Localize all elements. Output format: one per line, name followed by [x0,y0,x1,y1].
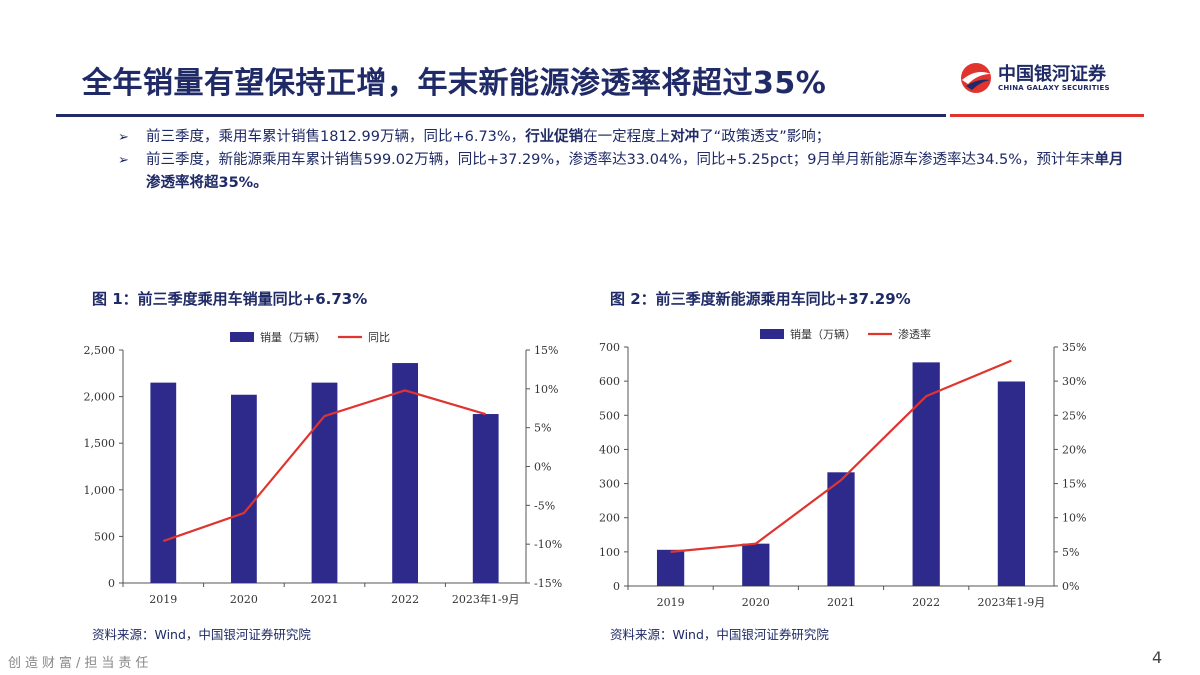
y-tick-label-left: 500 [599,409,620,422]
bar [912,362,940,586]
legend-swatch-bar [230,332,254,342]
y-tick-label-left: 1,500 [84,437,116,450]
y-tick-label-right: 20% [1062,443,1086,456]
y-tick-label-right: 30% [1062,375,1086,388]
figure-2-source: 资料来源：Wind，中国银河证券研究院 [610,627,829,642]
y-tick-label-right: 15% [1062,478,1086,491]
y-tick-label-right: 25% [1062,409,1086,422]
y-tick-label-right: 15% [534,344,558,357]
y-tick-label-right: 0% [534,461,551,474]
y-tick-label-right: 10% [534,383,558,396]
page-title: 全年销量有望保持正增，年末新能源渗透率将超过35% [82,66,827,101]
y-tick-label-left: 100 [599,546,620,559]
bullet-1-text-c: 了“政策透支”影响； [699,129,831,145]
header-rule-red [950,114,1144,117]
figure-2-title: 图 2：前三季度新能源乘用车同比+37.29% [610,290,911,308]
y-tick-label-left: 0 [613,580,620,593]
figure-1-source: 资料来源：Wind，中国银河证券研究院 [92,627,311,642]
y-tick-label-left: 2,000 [84,391,116,404]
bullet-1-text-b: 在一定程度上 [583,129,671,145]
bar [742,543,770,586]
y-tick-label-left: 400 [599,443,620,456]
y-tick-label-left: 0 [108,577,115,590]
x-tick-label: 2019 [657,596,685,609]
bar [392,363,418,583]
y-tick-label-right: -5% [534,499,555,512]
x-tick-label: 2021 [827,596,855,609]
y-tick-label-right: -10% [534,538,562,551]
legend-label-bar: 销量（万辆） [260,330,326,344]
legend-swatch-bar [760,329,784,339]
bullet-arrow-icon: ➢ [118,153,129,168]
header-rule-blue [56,114,946,117]
chart-2: 0 100 200 300 400 500 600 700 0% 5% 10% 15% 20% 25% 30… [599,327,1086,609]
galaxy-logo-icon [961,63,991,93]
y-tick-label-left: 500 [94,530,115,543]
line-series-渗透率 [670,359,1012,553]
bullet-1: ➢ 前三季度，乘用车累计销售1812.99万辆，同比+6.73%，行业促销在一定… [118,126,1128,149]
chart-1: 0 500 1,000 1,500 2,000 2,500 -15% -10% -5% 0% 5% 1… [84,330,563,606]
bullet-2-bold-a: 单月渗透率将超35%。 [146,152,1124,191]
y-tick-label-left: 600 [599,375,620,388]
brand-logo: 中国银河证券 CHINA GALAXY SECURITIES [958,58,1128,98]
logo-text-en: CHINA GALAXY SECURITIES [998,84,1110,92]
bar [827,472,855,586]
x-tick-label: 2022 [391,593,419,606]
y-tick-label-right: 0% [1062,580,1079,593]
y-tick-label-left: 1,000 [84,484,116,497]
x-tick-label: 2023年1-9月 [452,592,520,606]
x-tick-label: 2021 [311,593,339,606]
bullet-2-text-a: 前三季度，新能源乘用车累计销售599.02万辆，同比+37.29%，渗透率达33… [146,152,1095,168]
y-tick-label-left: 2,500 [84,344,116,357]
y-tick-label-right: 10% [1062,512,1086,525]
y-tick-label-right: 5% [534,422,551,435]
line-series-同比 [162,389,487,543]
y-tick-label-right: -15% [534,577,562,590]
y-tick-label-left: 700 [599,341,620,354]
bullet-1-text-a: 前三季度，乘用车累计销售1812.99万辆，同比+6.73%， [146,129,526,145]
bullet-arrow-icon: ➢ [118,130,129,145]
summary-bullets: ➢ 前三季度，乘用车累计销售1812.99万辆，同比+6.73%，行业促销在一定… [118,126,1128,195]
x-tick-label: 2020 [230,593,258,606]
x-tick-label: 2019 [149,593,177,606]
bar [997,381,1026,586]
page-number: 4 [1152,648,1163,667]
legend-label-bar: 销量（万辆） [790,327,856,341]
bullet-1-bold-a: 行业促销 [525,129,584,145]
x-tick-label: 2022 [912,596,940,609]
bar [150,382,177,583]
x-tick-label: 2020 [742,596,770,609]
footer-slogan: 创造财富/担当责任 [8,656,153,671]
legend-label-line: 同比 [368,331,390,344]
figure-1-title: 图 1：前三季度乘用车销量同比+6.73% [92,290,368,308]
bullet-2: ➢ 前三季度，新能源乘用车累计销售599.02万辆，同比+37.29%，渗透率达… [118,149,1128,195]
x-tick-label: 2023年1-9月 [978,595,1046,609]
y-tick-label-right: 35% [1062,341,1086,354]
y-tick-label-left: 200 [599,512,620,525]
y-tick-label-right: 5% [1062,546,1079,559]
bar [231,394,257,583]
y-tick-label-left: 300 [599,478,620,491]
logo-text-cn: 中国银河证券 [998,64,1106,85]
bullet-1-bold-b: 对冲 [670,129,700,145]
bar [472,414,499,583]
legend-label-line: 渗透率 [898,327,931,341]
bar [656,549,685,586]
